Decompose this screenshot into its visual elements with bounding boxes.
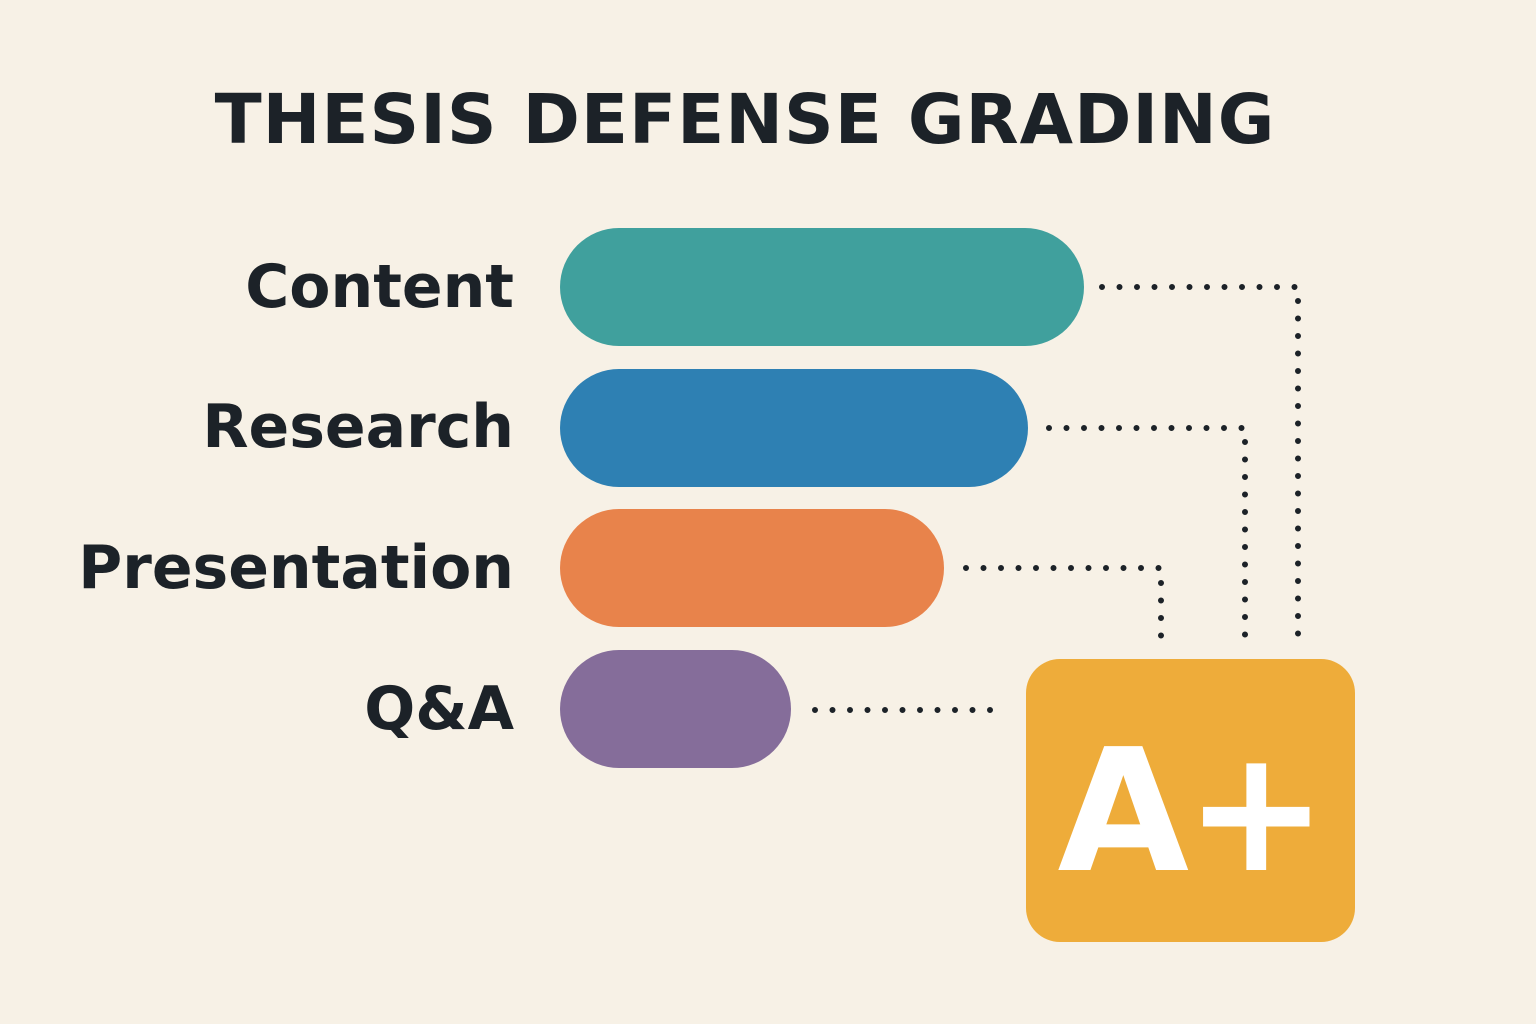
grade-value: A+	[1057, 713, 1327, 911]
connector-content	[1099, 284, 1301, 648]
criterion-label-presentation: Presentation	[78, 533, 514, 603]
criterion-bar-research	[560, 369, 1028, 487]
grade-badge: A+	[1026, 659, 1355, 942]
diagram-title: THESIS DEFENSE GRADING	[214, 80, 1276, 160]
criterion-label-content: Content	[245, 252, 514, 322]
connector-presentation	[963, 565, 1164, 640]
criterion-bar-qa	[560, 650, 791, 768]
criterion-bar-presentation	[560, 509, 944, 627]
criterion-bar-content	[560, 228, 1084, 346]
criterion-label-research: Research	[202, 392, 514, 462]
criterion-label-qa: Q&A	[364, 674, 514, 744]
connector-research	[1046, 425, 1248, 653]
